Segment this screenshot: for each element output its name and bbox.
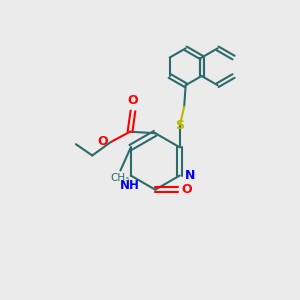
- Text: O: O: [181, 183, 192, 196]
- Text: CH₃: CH₃: [111, 173, 130, 183]
- Text: NH: NH: [119, 179, 139, 192]
- Text: O: O: [128, 94, 138, 107]
- Text: N: N: [185, 169, 195, 182]
- Text: O: O: [97, 135, 108, 148]
- Text: S: S: [175, 119, 184, 132]
